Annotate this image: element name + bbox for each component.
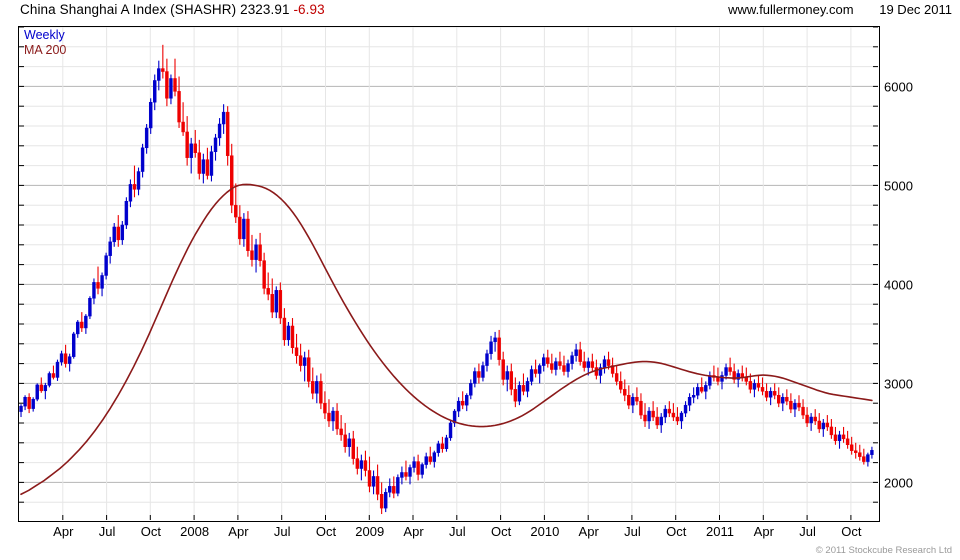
x-axis-tick-label: Apr — [753, 524, 774, 539]
x-axis-tick-label: Jul — [799, 524, 816, 539]
chart-gridlines — [19, 27, 878, 520]
x-axis-tick-label: Oct — [140, 524, 161, 539]
header-instrument-block: China Shanghai A Index (SHASHR) 2323.91 … — [20, 2, 325, 17]
source-website: www.fullermoney.com — [728, 2, 854, 17]
legend-item-weekly: Weekly — [24, 28, 65, 42]
chart-legend: Weekly MA 200 — [24, 28, 66, 58]
y-axis-labels: 2000 3000 4000 5000 6000 — [884, 26, 958, 522]
x-axis-tick-label: Jul — [98, 524, 116, 539]
last-price: 2323.91 — [240, 2, 290, 17]
x-axis-tick-label: Apr — [53, 524, 74, 539]
x-axis-tick-label: Apr — [403, 524, 424, 539]
x-axis-tick-label: Jul — [449, 524, 466, 539]
x-axis-tick-label: Apr — [578, 524, 599, 539]
chart-series-layer — [19, 44, 874, 515]
x-axis-tick-label: Oct — [666, 524, 687, 539]
price-change: -6.93 — [293, 2, 325, 17]
x-axis-tick-label: 2009 — [355, 524, 385, 539]
x-axis-tick-label: Oct — [490, 524, 512, 539]
instrument-name: China Shanghai A Index (SHASHR) — [20, 2, 237, 17]
price-chart-plot-area — [18, 26, 880, 522]
y-axis-tick-label: 5000 — [884, 178, 913, 194]
x-axis-tick-label: Apr — [228, 524, 249, 539]
y-axis-tick-label: 4000 — [884, 277, 913, 293]
x-axis-labels: Apr Jul Oct 2008 Apr Jul Oct 2009 Apr Jul Oct 2010 A… — [18, 524, 880, 546]
x-axis-tick-label: 2011 — [706, 524, 734, 539]
plot-inner — [19, 27, 879, 521]
chart-header: China Shanghai A Index (SHASHR) 2323.91 … — [0, 0, 960, 22]
x-axis-tick-label: Jul — [624, 524, 641, 539]
header-meta-block: www.fullermoney.com 19 Dec 2011 — [728, 2, 952, 17]
x-axis-tick-label: Oct — [841, 524, 862, 539]
legend-item-ma200: MA 200 — [24, 43, 67, 57]
y-axis-tick-label: 2000 — [884, 475, 913, 491]
x-axis-tick-label: Jul — [273, 524, 291, 539]
chart-date: 19 Dec 2011 — [879, 2, 952, 17]
x-axis-tick-label: Oct — [315, 524, 337, 539]
copyright-notice: © 2011 Stockcube Research Ltd — [815, 545, 952, 556]
x-axis-tick-label: 2008 — [180, 524, 210, 539]
y-axis-tick-label: 6000 — [884, 79, 913, 95]
x-axis-tick-label: 2010 — [530, 524, 560, 539]
y-axis-tick-label: 3000 — [884, 376, 913, 392]
